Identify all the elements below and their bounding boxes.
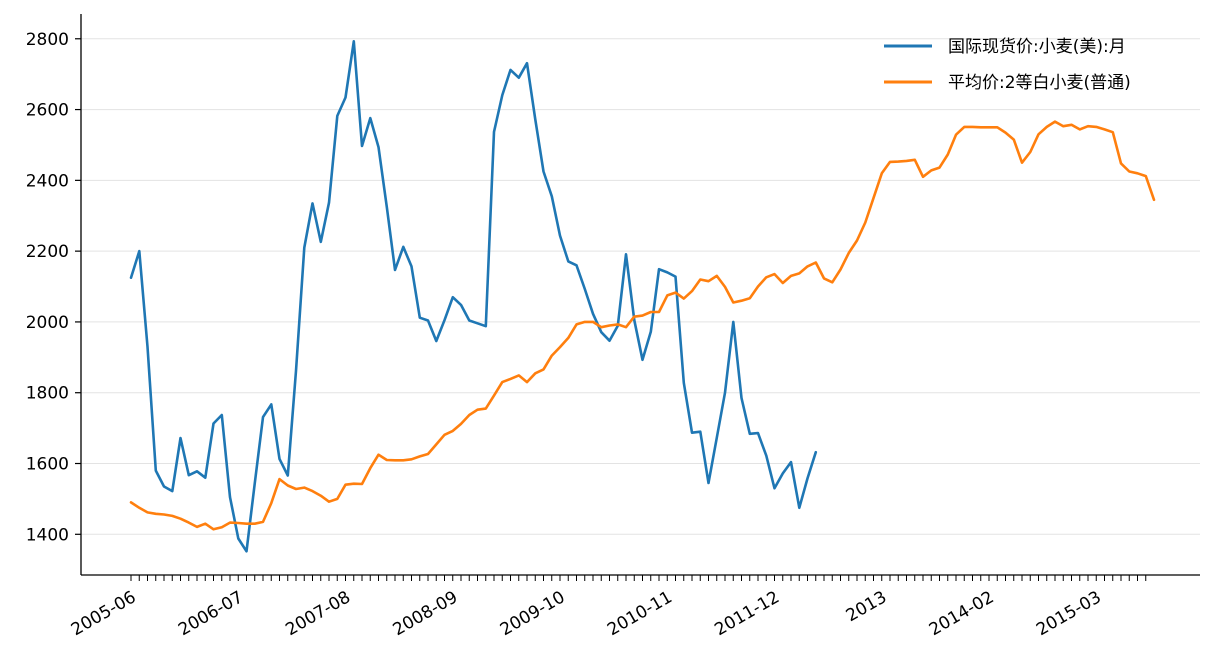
y-tick-label: 2400 [26,171,69,191]
y-tick-label: 1800 [26,384,69,404]
legend-label-series-0: 国际现货价:小麦(美):月 [948,37,1126,57]
axes [80,14,1200,576]
legend: 国际现货价:小麦(美):月 平均价:2等白小麦(普通) [884,37,1131,93]
y-ticks: 1400 1600 1800 2000 2200 2400 2600 2800 [26,30,81,545]
x-tick-label: 2005-06 [68,587,140,640]
x-tick-label: 2014-02 [926,587,998,640]
series-line-0 [129,39,818,553]
x-tick-label: 2007-08 [282,587,354,640]
y-tick-label: 1600 [26,455,69,475]
y-tick-label: 2600 [26,101,69,121]
x-tick-label: 2009-10 [497,587,569,640]
legend-label-series-1: 平均价:2等白小麦(普通) [948,73,1131,93]
x-tick-label: 2013 [843,587,890,626]
x-ticks: 2005-06 2006-07 2007-08 2008-09 2009-10 2010-… [68,575,1147,640]
x-tick-label: 2008-09 [390,587,462,640]
series-line-1 [129,120,1156,531]
grid-lines [81,38,1200,535]
y-tick-label: 2000 [26,313,69,333]
series-lines [129,39,1156,553]
x-tick-label: 2015-03 [1033,587,1105,640]
x-tick-label: 2011-12 [711,587,783,640]
x-tick-label: 2006-07 [175,587,247,640]
y-tick-label: 1400 [26,525,69,545]
y-tick-label: 2800 [26,30,69,50]
x-tick-label: 2010-11 [604,587,676,640]
y-tick-label: 2200 [26,242,69,262]
